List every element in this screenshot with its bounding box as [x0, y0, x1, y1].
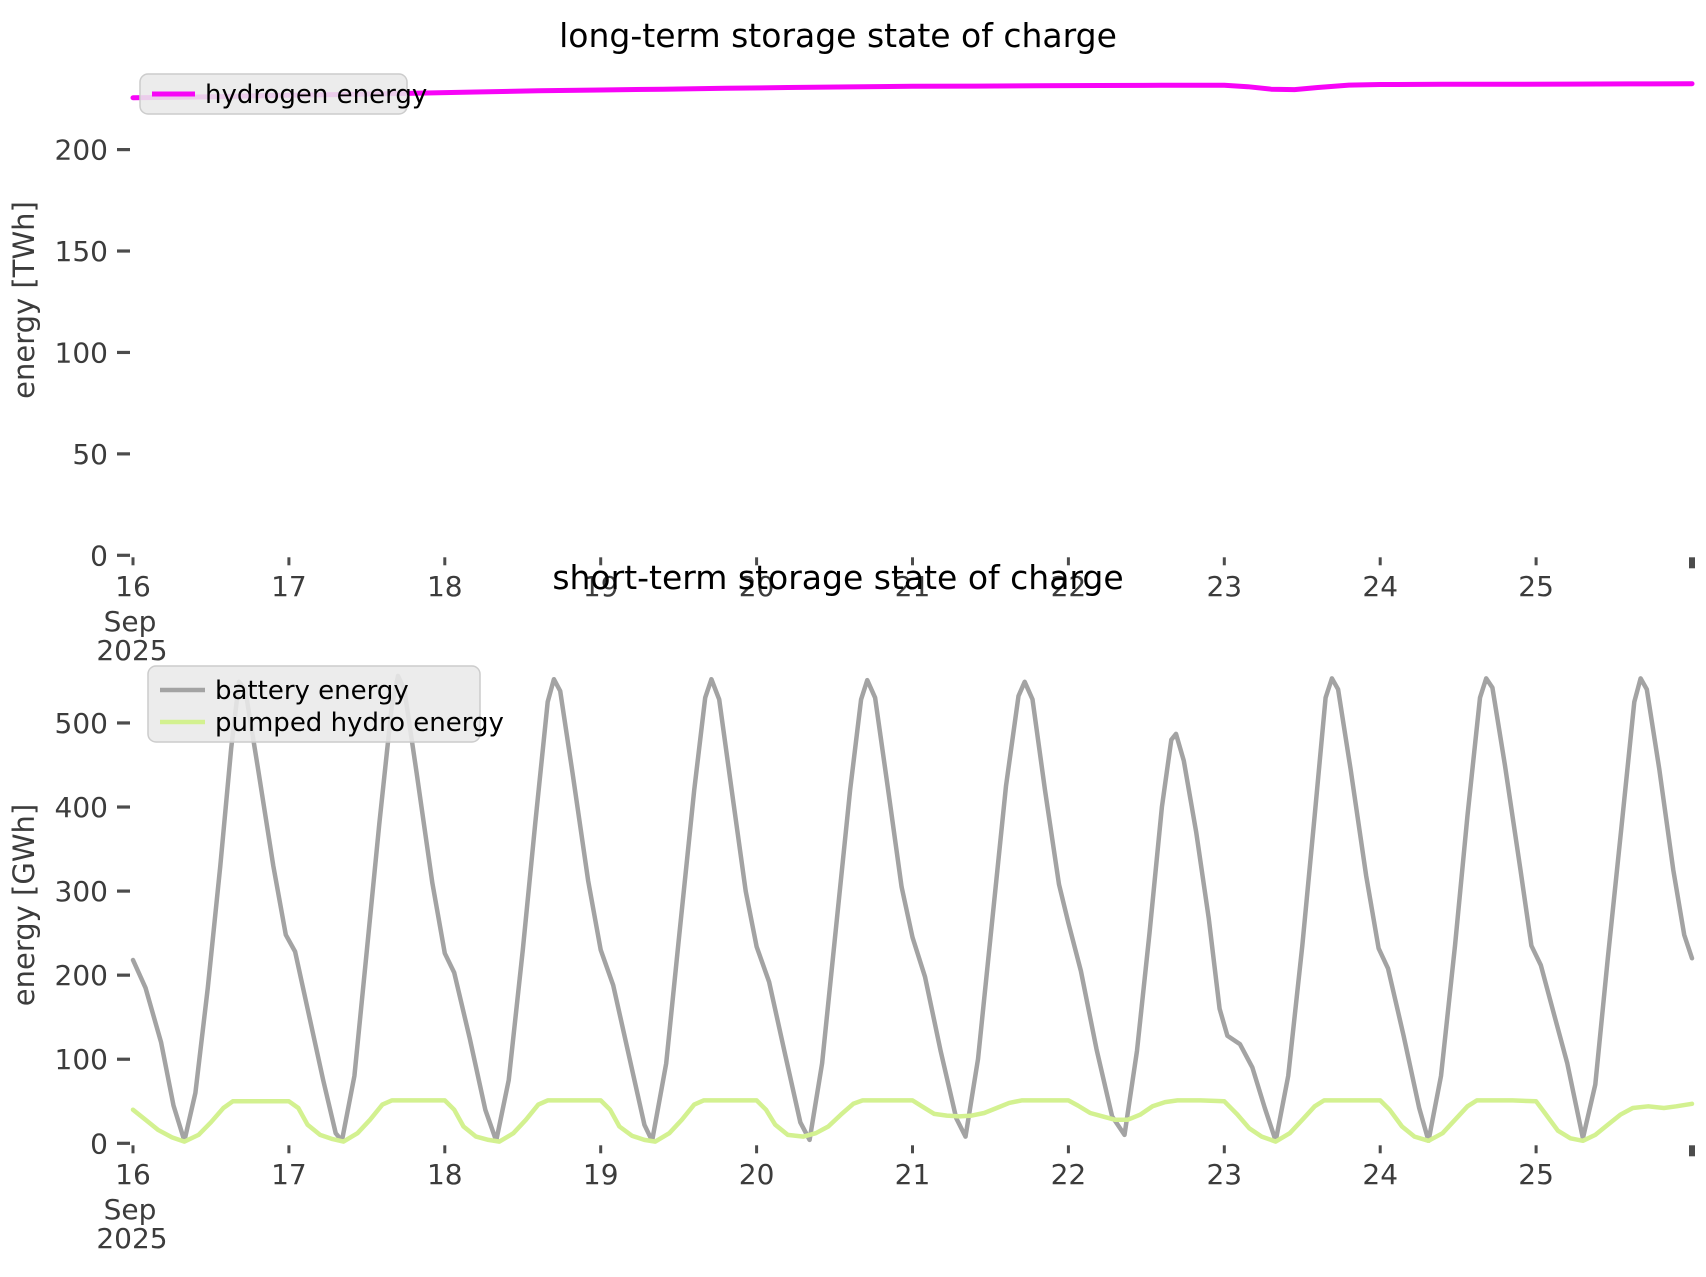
legend-label: hydrogen energy	[205, 80, 427, 110]
legend-label: battery energy	[215, 676, 409, 706]
x-tick-label: 23	[1206, 1158, 1242, 1191]
chart-title: short-term storage state of charge	[552, 558, 1123, 597]
x-tick-label: 16	[115, 1158, 151, 1191]
y-tick-label: 100	[55, 1043, 108, 1076]
x-tick-label: 19	[583, 1158, 619, 1191]
x-tick-label: 18	[427, 570, 463, 603]
y-tick-label: 500	[55, 707, 108, 740]
x-tick-label: 25	[1518, 1158, 1554, 1191]
x-tick-label: 16	[115, 570, 151, 603]
x-tick-label: 24	[1362, 1158, 1398, 1191]
legend-box	[139, 73, 408, 115]
x-tick-label: 21	[895, 1158, 931, 1191]
year-label: 2025	[96, 1222, 167, 1255]
legend: hydrogen energy	[139, 73, 427, 115]
y-tick-label: 200	[55, 134, 108, 167]
y-tick-label: 300	[55, 875, 108, 908]
y-axis-label: energy [TWh]	[7, 201, 41, 399]
year-label: 2025	[96, 634, 167, 667]
x-tick-label: 19	[583, 570, 619, 603]
legend-label: pumped hydro energy	[215, 708, 504, 738]
month-label: Sep	[104, 605, 157, 638]
x-tick-label: 20	[739, 570, 775, 603]
y-tick-label: 100	[55, 336, 108, 369]
pumped-hydro-energy-line	[130, 1098, 1695, 1144]
x-tick-label: 20	[739, 1158, 775, 1191]
battery-energy-line	[130, 673, 1695, 1144]
legend-box	[147, 665, 481, 743]
x-tick-label: 23	[1206, 570, 1242, 603]
y-tick-label: 0	[90, 1127, 108, 1160]
x-tick-label: 25	[1518, 570, 1554, 603]
x-tick-label: 22	[1051, 1158, 1087, 1191]
y-tick-label: 200	[55, 959, 108, 992]
x-tick-label: 24	[1362, 570, 1398, 603]
short-term-chart: short-term storage state of charge energy…	[7, 558, 1695, 1255]
x-tick-label: 22	[1051, 570, 1087, 603]
x-tick-label: 17	[271, 1158, 307, 1191]
month-label: Sep	[104, 1193, 157, 1226]
y-axis-label: energy [GWh]	[7, 804, 41, 1006]
long-term-chart: long-term storage state of charge energy …	[7, 16, 1695, 667]
y-tick-label: 50	[72, 438, 108, 471]
y-tick-label: 400	[55, 791, 108, 824]
y-tick-label: 150	[55, 235, 108, 268]
chart-title: long-term storage state of charge	[559, 16, 1117, 55]
x-tick-label: 18	[427, 1158, 463, 1191]
x-tick-label: 21	[895, 570, 931, 603]
y-tick-label: 0	[90, 539, 108, 572]
x-tick-label: 17	[271, 570, 307, 603]
